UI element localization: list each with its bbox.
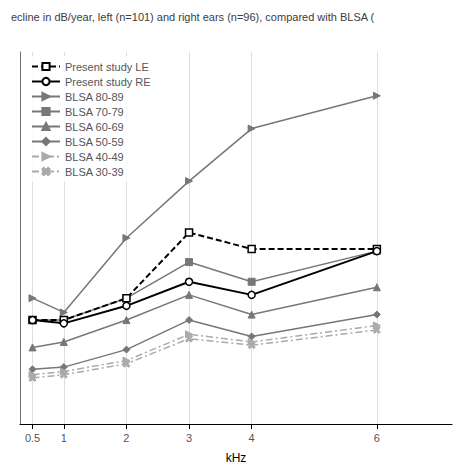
svg-text:4: 4: [249, 432, 255, 444]
svg-text:BLSA 60-69: BLSA 60-69: [65, 121, 124, 133]
svg-text:0.5: 0.5: [25, 432, 40, 444]
svg-text:BLSA 70-79: BLSA 70-79: [65, 106, 124, 118]
svg-text:ecline in dB/year, left (n=101: ecline in dB/year, left (n=101) and righ…: [11, 11, 375, 23]
svg-text:6: 6: [374, 432, 380, 444]
svg-text:BLSA 50-59: BLSA 50-59: [65, 136, 124, 148]
svg-text:2: 2: [123, 432, 129, 444]
svg-text:1: 1: [61, 432, 67, 444]
svg-text:3: 3: [186, 432, 192, 444]
svg-text:BLSA 30-39: BLSA 30-39: [65, 166, 124, 178]
svg-text:BLSA 80-89: BLSA 80-89: [65, 91, 124, 103]
svg-text:Present study LE: Present study LE: [65, 61, 149, 73]
svg-text:Present study RE: Present study RE: [65, 76, 151, 88]
svg-text:BLSA 40-49: BLSA 40-49: [65, 151, 124, 163]
svg-text:kHz: kHz: [226, 451, 247, 465]
